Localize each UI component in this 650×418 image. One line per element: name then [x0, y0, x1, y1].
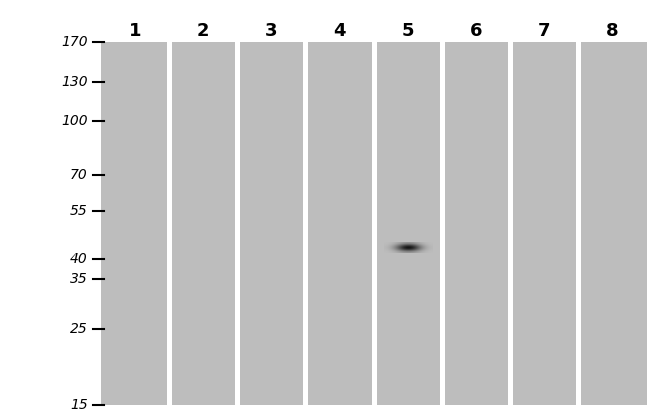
Text: 40: 40	[70, 252, 88, 265]
Text: 15: 15	[70, 398, 88, 413]
Text: 25: 25	[70, 322, 88, 336]
Text: 7: 7	[538, 22, 551, 40]
Text: 130: 130	[61, 75, 88, 89]
Text: 6: 6	[470, 22, 482, 40]
Text: 1: 1	[129, 22, 141, 40]
Text: 5: 5	[402, 22, 414, 40]
Text: 4: 4	[333, 22, 346, 40]
Text: 2: 2	[197, 22, 209, 40]
Text: 3: 3	[265, 22, 278, 40]
Text: 55: 55	[70, 204, 88, 218]
Text: 170: 170	[61, 35, 88, 49]
Text: 70: 70	[70, 168, 88, 182]
Text: 8: 8	[606, 22, 619, 40]
Text: 35: 35	[70, 272, 88, 285]
Text: 100: 100	[61, 114, 88, 128]
